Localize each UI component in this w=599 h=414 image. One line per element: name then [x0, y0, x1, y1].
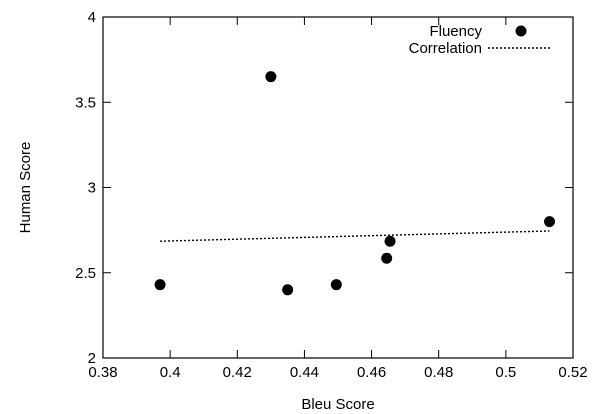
- y-tick-label-2: 3: [88, 180, 96, 197]
- data-point-2: [282, 284, 294, 296]
- axis-tick-labels: 0.38 0.4 0.42 0.44 0.46 0.48 0.5 0.52 2 2.5 3 3.5 4: [75, 9, 587, 381]
- x-tick-label-3: 0.44: [290, 364, 319, 381]
- plot-frame: [102, 16, 574, 359]
- data-point-5: [384, 235, 396, 247]
- correlation-line: [160, 230, 550, 242]
- series-layer: [154, 71, 555, 296]
- y-tick-label-0: 2: [88, 350, 96, 367]
- x-tick-label-4: 0.46: [357, 364, 386, 381]
- y-axis-label: Human Score: [17, 142, 34, 234]
- data-point-6: [544, 216, 555, 228]
- legend: Fluency Correlation: [409, 23, 551, 57]
- x-axis-label: Bleu Score: [301, 396, 374, 413]
- y-tick-label-4: 4: [88, 9, 96, 26]
- data-point-4: [381, 252, 393, 264]
- x-tick-label-6: 0.5: [495, 364, 516, 381]
- data-point-3: [330, 279, 342, 291]
- axis-ticks: [102, 16, 574, 359]
- x-tick-label-0: 0.38: [88, 364, 117, 381]
- x-tick-label-2: 0.42: [223, 364, 252, 381]
- plot-border: [102, 16, 574, 359]
- y-tick-label-3: 3.5: [75, 94, 96, 111]
- legend-label-fluency: Fluency: [429, 23, 482, 40]
- legend-label-correlation: Correlation: [409, 40, 482, 57]
- x-tick-label-1: 0.4: [160, 364, 181, 381]
- data-point-0: [154, 279, 166, 291]
- x-tick-label-5: 0.48: [424, 364, 453, 381]
- y-tick-label-1: 2.5: [75, 265, 96, 282]
- x-tick-label-7: 0.52: [558, 364, 587, 381]
- data-point-1: [265, 71, 277, 83]
- legend-marker-fluency: [515, 25, 527, 37]
